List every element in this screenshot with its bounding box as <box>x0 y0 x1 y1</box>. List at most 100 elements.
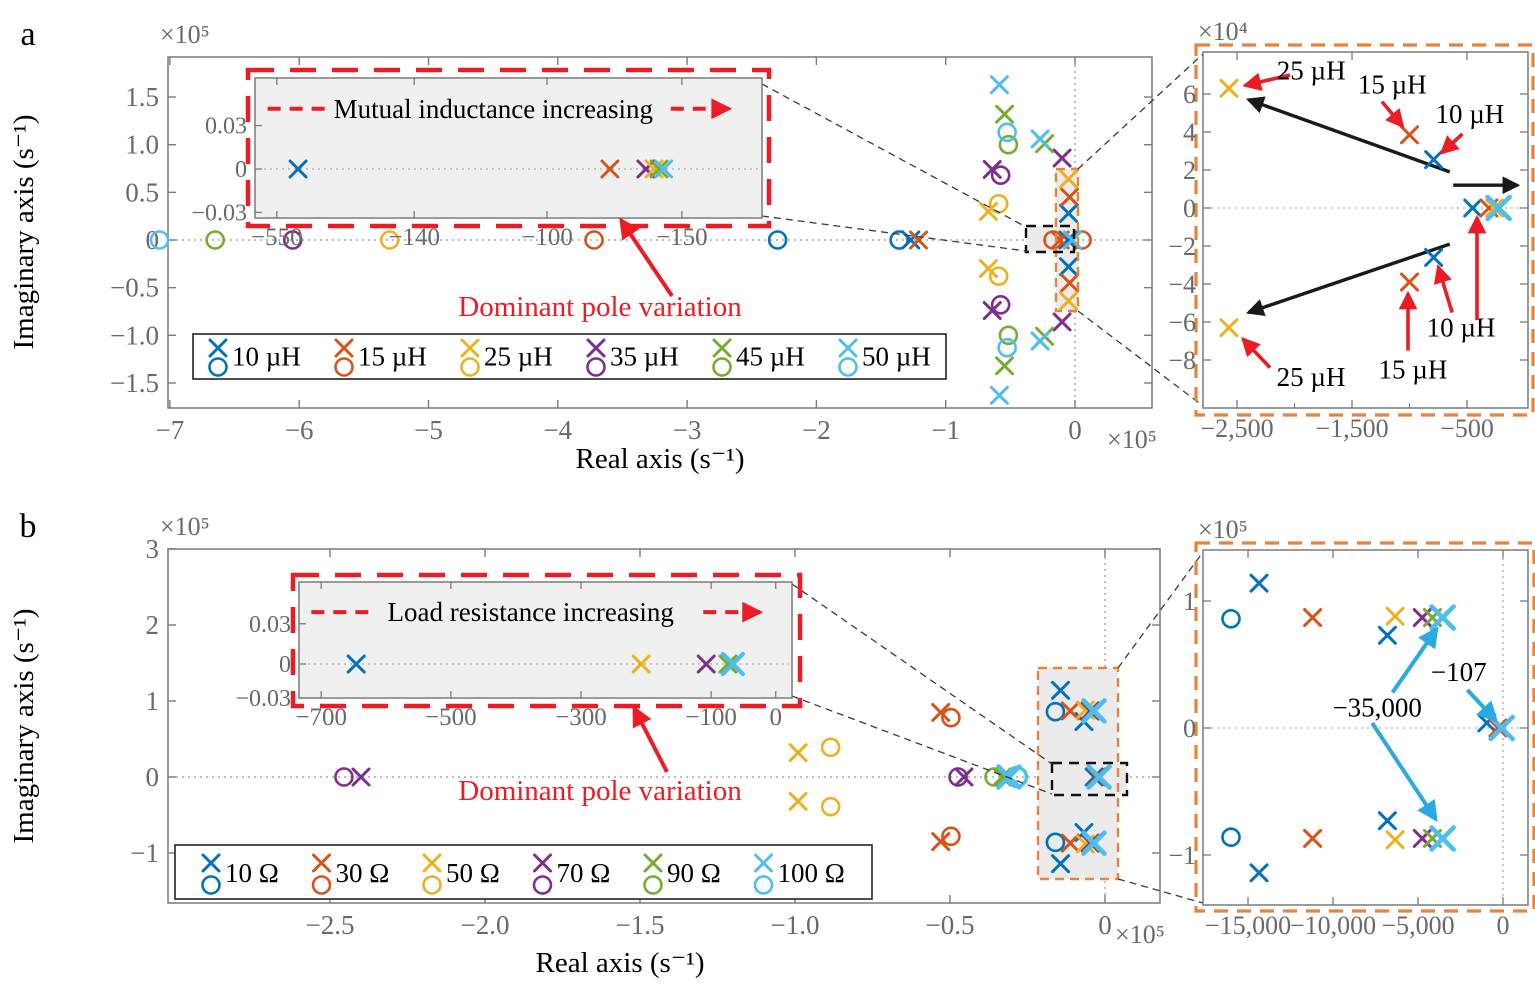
pole-marker <box>1059 169 1079 189</box>
zoom-connector-line <box>791 695 1053 795</box>
detail-scale-label: ×10⁵ <box>1198 515 1248 544</box>
detail-y-tick-label: 2 <box>1183 156 1196 185</box>
pole-marker <box>996 764 1022 790</box>
series-15µH <box>584 187 1092 293</box>
detail-pole-marker <box>1424 150 1444 170</box>
x-tick-label: −2.0 <box>461 910 510 940</box>
legend-entry-label: 25 µH <box>484 342 553 372</box>
pole-value-arrow <box>1390 626 1439 694</box>
x-tick-label: −4 <box>543 415 572 445</box>
detail-y-tick-label: 4 <box>1183 118 1196 147</box>
panel-letter: a <box>20 16 35 53</box>
legend-entry-label: 30 Ω <box>336 858 390 888</box>
legend-entry-label: 90 Ω <box>667 858 721 888</box>
y-tick-label: 0.5 <box>125 177 159 207</box>
inset-x-tick-label: −150 <box>656 224 708 251</box>
detail-pole-marker <box>1485 198 1505 218</box>
inset-zoom: −700 −500 −300 −100 0 0.03 0 −0.03 Load resistan… <box>235 572 803 731</box>
annotation-text: Dominant pole variation <box>458 291 742 323</box>
legend-entry-label: 10 Ω <box>225 858 279 888</box>
x-scale-multiplier: ×10⁵ <box>1107 425 1157 454</box>
series-50µH <box>149 75 1082 405</box>
pole-value-label: −107 <box>1431 657 1487 687</box>
inset-pole-marker <box>654 159 674 179</box>
trajectory-arrow <box>1246 96 1451 174</box>
legend-zero-marker <box>208 357 228 377</box>
y-axis-label: Imaginary axis (s⁻¹) <box>8 609 40 844</box>
detail-x-tick-label: 0 <box>1497 911 1510 940</box>
x-tick-label: −2.5 <box>306 910 355 940</box>
pole-marker <box>1059 291 1079 311</box>
detail-x-tick-label: −1,500 <box>1315 414 1388 443</box>
inductance-value-label: 10 µH <box>1427 313 1496 343</box>
value-pointer-arrow <box>1433 264 1454 314</box>
zero-marker <box>948 767 968 787</box>
pole-marker <box>1051 854 1071 874</box>
zero-marker <box>990 295 1011 315</box>
x-tick-label: 0 <box>1068 415 1082 445</box>
zoom-connector-line <box>761 83 1027 228</box>
zoom-source-black-box <box>1050 761 1129 797</box>
detail-pole-marker <box>1377 811 1397 831</box>
pole-marker <box>1030 129 1050 149</box>
detail-pole-marker <box>1377 625 1397 645</box>
detail-y-tick-label: −2 <box>1168 232 1196 261</box>
detail-pole-marker <box>1485 194 1512 222</box>
inset-detail-orange-border <box>1194 541 1535 913</box>
x-tick-label: −1.5 <box>616 910 665 940</box>
x-tick-label: −2 <box>802 415 831 445</box>
legend-zero-marker <box>201 875 221 895</box>
zero-marker <box>282 230 303 250</box>
inset-x-tick-label: −100 <box>685 704 737 731</box>
legend-entry-label: 45 µH <box>736 342 805 372</box>
pole-marker <box>1060 187 1080 207</box>
zero-marker <box>820 737 841 758</box>
inset-pole-marker <box>696 654 716 674</box>
detail-pole-marker <box>1303 828 1323 848</box>
inset-pole-marker <box>288 159 308 179</box>
pole-marker <box>351 767 371 787</box>
pole-marker <box>1060 701 1080 721</box>
inset-detail-box <box>1202 549 1529 906</box>
pole-marker <box>1081 830 1107 856</box>
pole-marker <box>982 159 1002 179</box>
legend-entry-label: 70 Ω <box>557 858 611 888</box>
zero-marker <box>379 230 400 250</box>
x-tick-label: −1 <box>931 415 960 445</box>
x-axis-label: Real axis (s⁻¹) <box>576 443 745 475</box>
inductance-value-label: 25 µH <box>1277 55 1346 85</box>
y-tick-label: −0.5 <box>110 273 159 303</box>
legend-pole-marker <box>712 338 732 358</box>
detail-pole-marker <box>1385 830 1405 850</box>
annotation-arrow <box>619 217 674 298</box>
inset-zoom: −550 −140 −100 −150 0.03 0 −0.03 Mutual inducta… <box>191 67 772 251</box>
legend-pole-marker <box>208 338 228 358</box>
y-tick-label: −1.5 <box>110 368 159 398</box>
inset-detail: −2,500 −1,500 −500 6 4 2 0 −2 −4 −6 −8 25 µH 15 µH 10… <box>1168 43 1535 443</box>
legend-zero-marker <box>460 357 480 377</box>
series-35µH <box>282 148 1072 332</box>
inset-pole-marker <box>346 654 366 674</box>
zoom-connector-line <box>1077 310 1204 407</box>
legend-pole-marker <box>754 853 773 873</box>
pole-marker <box>931 832 951 852</box>
legend-pole-marker <box>586 338 606 358</box>
detail-pole-marker <box>1249 863 1269 883</box>
y-scale-multiplier: ×10⁵ <box>160 512 210 541</box>
legend-zero-marker <box>532 875 553 895</box>
legend-pole-marker <box>460 338 480 358</box>
pole-marker <box>1060 273 1080 293</box>
annotation-arrow <box>632 705 669 773</box>
zero-marker <box>1045 832 1066 853</box>
detail-x-tick-label: −15,000 <box>1205 911 1291 940</box>
legend-zero-marker <box>712 357 732 377</box>
legend-pole-marker <box>201 853 221 873</box>
zero-marker <box>1045 701 1066 722</box>
detail-pole-marker <box>1488 718 1508 738</box>
y-tick-label: −1 <box>130 838 159 868</box>
inset-pole-marker <box>636 159 656 179</box>
value-pointer-arrow <box>1439 132 1464 155</box>
inset-x-tick-label: −300 <box>555 704 607 731</box>
detail-zero-marker <box>1221 827 1241 848</box>
